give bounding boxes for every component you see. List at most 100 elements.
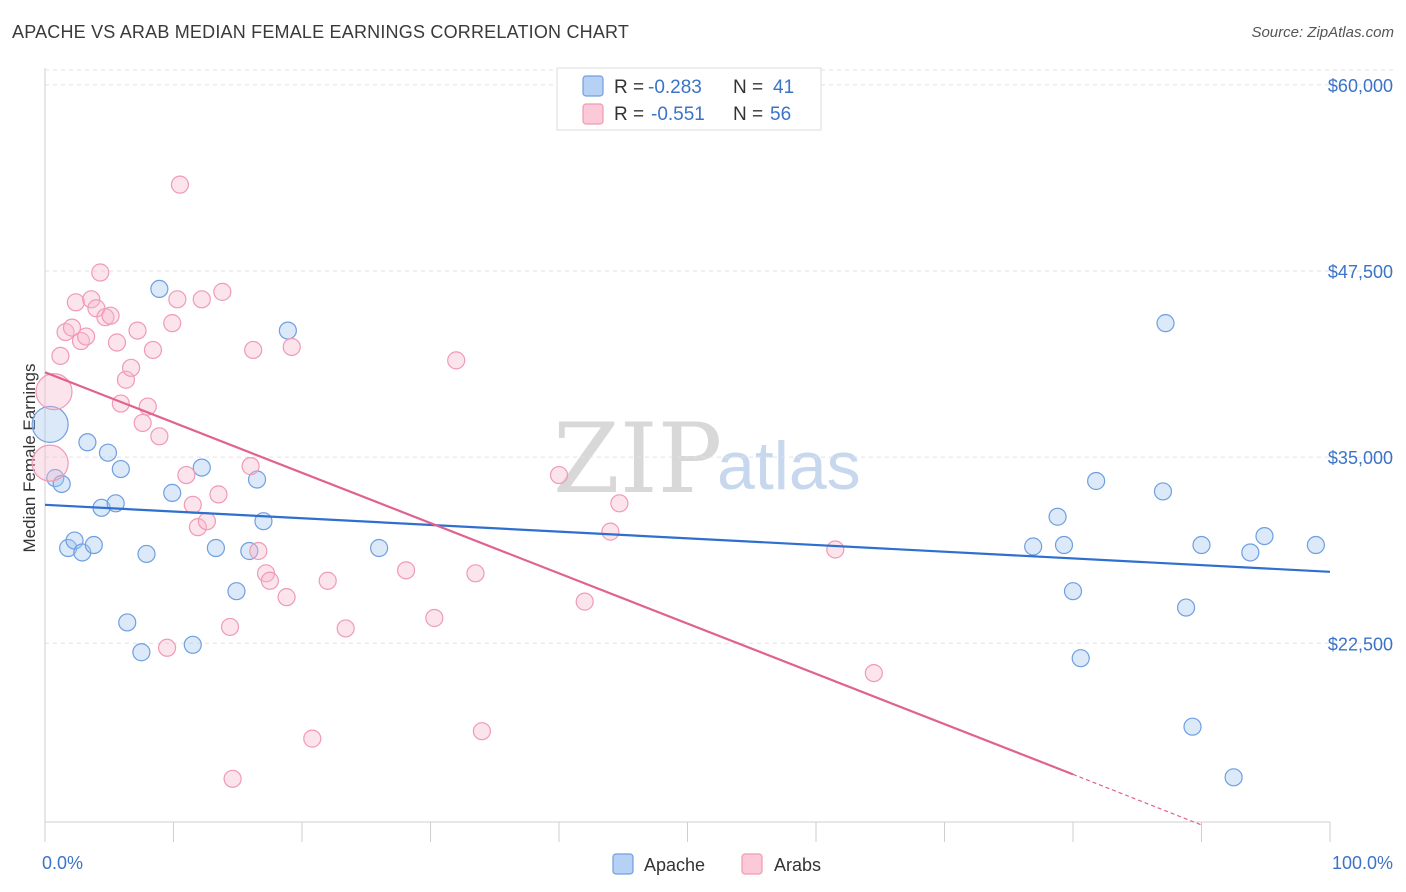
y-tick-label: $35,000 — [1328, 448, 1393, 468]
bottom-legend-arabs-label: Arabs — [774, 855, 821, 875]
apache-point — [184, 636, 201, 653]
legend-arabs-n-label: N = — [733, 104, 763, 125]
apache-point — [371, 540, 388, 557]
apache-point — [1184, 718, 1201, 735]
apache-point — [1065, 583, 1082, 600]
apache-point — [85, 537, 102, 554]
arab-point — [169, 291, 186, 308]
arab-point — [250, 542, 267, 559]
bottom-legend-apache-swatch — [613, 854, 633, 874]
apache-point — [133, 644, 150, 661]
arab-point — [827, 541, 844, 558]
apache-point — [1256, 528, 1273, 545]
apache-point — [1154, 483, 1171, 500]
arab-point — [426, 609, 443, 626]
arab-point — [159, 639, 176, 656]
arab-point — [52, 347, 69, 364]
x-tick-label-start: 0.0% — [42, 853, 83, 873]
arab-point — [78, 328, 95, 345]
arab-point — [576, 593, 593, 610]
arab-point — [151, 428, 168, 445]
bottom-legend-arabs-swatch — [742, 854, 762, 874]
arab-point — [164, 315, 181, 332]
apache-point — [112, 461, 129, 478]
apache-point — [1072, 650, 1089, 667]
arab-point — [210, 486, 227, 503]
apache-point — [1193, 537, 1210, 554]
arab-point — [102, 307, 119, 324]
arab-point — [551, 467, 568, 484]
arab-point — [184, 496, 201, 513]
arab-point — [178, 467, 195, 484]
arab-point — [32, 445, 68, 481]
legend-apache-swatch — [583, 76, 603, 96]
arab-point — [144, 341, 161, 358]
apache-series-points — [32, 280, 1324, 785]
arab-point — [92, 264, 109, 281]
y-tick-label: $22,500 — [1328, 634, 1393, 654]
apache-point — [279, 322, 296, 339]
arab-point — [283, 338, 300, 355]
arab-point — [467, 565, 484, 582]
legend-arabs-n-value: 56 — [770, 104, 791, 125]
apache-point — [164, 484, 181, 501]
legend-apache-n-label: N = — [733, 77, 763, 98]
apache-point — [32, 406, 68, 442]
arab-point — [865, 665, 882, 682]
legend-arabs-swatch — [583, 104, 603, 124]
arab-point — [473, 723, 490, 740]
arab-point — [67, 294, 84, 311]
legend-arabs-r-label: R = — [614, 104, 644, 125]
apache-point — [1157, 315, 1174, 332]
arab-point — [602, 523, 619, 540]
watermark-atlas: atlas — [717, 428, 861, 504]
apache-point — [138, 545, 155, 562]
bottom-legend-apache-label: Apache — [644, 855, 705, 875]
apache-point — [1178, 599, 1195, 616]
apache-point — [119, 614, 136, 631]
arab-point — [129, 322, 146, 339]
watermark-zip: ZIP — [553, 403, 722, 515]
arab-point — [611, 495, 628, 512]
arab-point — [261, 572, 278, 589]
arab-point — [278, 589, 295, 606]
legend-apache-n-value: 41 — [773, 77, 794, 98]
arab-point — [198, 513, 215, 530]
y-tick-label: $47,500 — [1328, 262, 1393, 282]
arab-point — [36, 374, 72, 410]
arabs-trendline-extension — [1073, 774, 1202, 825]
arab-point — [224, 770, 241, 787]
arab-point — [448, 352, 465, 369]
legend-apache-r-value: -0.283 — [648, 77, 702, 98]
apache-point — [1242, 544, 1259, 561]
arab-point — [398, 562, 415, 579]
apache-point — [1025, 538, 1042, 555]
arab-point — [193, 291, 210, 308]
arab-point — [245, 341, 262, 358]
scatter-chart: ZIP atlas $22,500 $35,000 $47,500 $60,000 0.… — [0, 0, 1406, 892]
arab-point — [319, 572, 336, 589]
apache-point — [228, 583, 245, 600]
apache-point — [99, 444, 116, 461]
apache-point — [1049, 508, 1066, 525]
arab-point — [337, 620, 354, 637]
arab-point — [242, 458, 259, 475]
apache-point — [79, 434, 96, 451]
apache-point — [1088, 472, 1105, 489]
x-tick-label-end: 100.0% — [1332, 853, 1393, 873]
arab-point — [171, 176, 188, 193]
legend-arabs-r-value: -0.551 — [651, 104, 705, 125]
arab-point — [108, 334, 125, 351]
arab-point — [123, 359, 140, 376]
arab-point — [304, 730, 321, 747]
correlation-legend: R = -0.283 N = 41 R = -0.551 N = 56 — [557, 68, 821, 130]
apache-point — [193, 459, 210, 476]
legend-apache-r-label: R = — [614, 77, 644, 98]
series-legend: Apache Arabs — [613, 854, 821, 875]
apache-point — [207, 540, 224, 557]
arab-point — [222, 618, 239, 635]
apache-point — [1307, 537, 1324, 554]
apache-point — [1225, 769, 1242, 786]
y-tick-label: $60,000 — [1328, 76, 1393, 96]
arab-point — [134, 414, 151, 431]
